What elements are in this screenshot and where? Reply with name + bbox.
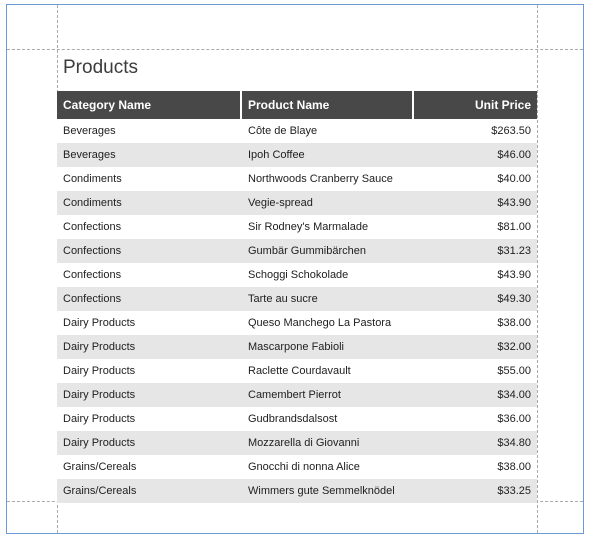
cell-category: Dairy Products (63, 413, 136, 425)
page-margin-guide-right (537, 5, 538, 533)
table-row: Confections Gumbär Gummibärchen $31.23 (57, 239, 537, 263)
cell-category: Condiments (63, 173, 122, 185)
cell-category: Condiments (63, 197, 122, 209)
cell-product: Sir Rodney's Marmalade (248, 221, 369, 233)
table-row: Dairy Products Mascarpone Fabioli $32.00 (57, 335, 537, 359)
cell-category: Confections (63, 221, 122, 233)
cell-price: $49.30 (497, 293, 531, 305)
table-row: Grains/Cereals Wimmers gute Semmelknödel $… (57, 479, 537, 503)
cell-price: $31.23 (497, 245, 531, 257)
cell-price: $38.00 (497, 461, 531, 473)
cell-product: Northwoods Cranberry Sauce (248, 173, 393, 185)
report-body: Products Category Name Product Name Unit… (57, 49, 537, 503)
cell-product: Schoggi Schokolade (248, 269, 349, 281)
table-row: Grains/Cereals Gnocchi di nonna Alice $38.… (57, 455, 537, 479)
table-row: Confections Schoggi Schokolade $43.90 (57, 263, 537, 287)
cell-price: $43.90 (497, 269, 531, 281)
cell-price: $263.50 (491, 125, 531, 137)
cell-price: $46.00 (497, 149, 531, 161)
table-row: Dairy Products Queso Manchego La Pastora $… (57, 311, 537, 335)
table-body: Beverages Côte de Blaye $263.50 Beverages Ip… (57, 119, 537, 503)
cell-price: $34.00 (497, 389, 531, 401)
cell-product: Côte de Blaye (248, 125, 318, 137)
cell-category: Confections (63, 293, 122, 305)
cell-price: $81.00 (497, 221, 531, 233)
cell-product: Gumbär Gummibärchen (248, 245, 366, 257)
table-row: Dairy Products Mozzarella di Giovanni $34.… (57, 431, 537, 455)
table-row: Beverages Côte de Blaye $263.50 (57, 119, 537, 143)
table-row: Dairy Products Raclette Courdavault $55.00 (57, 359, 537, 383)
cell-product: Wimmers gute Semmelknödel (248, 485, 395, 497)
column-header-price: Unit Price (412, 91, 537, 119)
table-row: Condiments Vegie-spread $43.90 (57, 191, 537, 215)
cell-price: $36.00 (497, 413, 531, 425)
cell-price: $34.80 (497, 437, 531, 449)
cell-product: Queso Manchego La Pastora (248, 317, 392, 329)
cell-category: Beverages (63, 125, 116, 137)
cell-price: $55.00 (497, 365, 531, 377)
cell-product: Raclette Courdavault (248, 365, 351, 377)
cell-category: Dairy Products (63, 437, 136, 449)
cell-category: Beverages (63, 149, 116, 161)
cell-category: Dairy Products (63, 389, 136, 401)
table-row: Confections Sir Rodney's Marmalade $81.00 (57, 215, 537, 239)
report-page: Products Category Name Product Name Unit… (6, 4, 584, 534)
cell-category: Dairy Products (63, 365, 136, 377)
cell-product: Gnocchi di nonna Alice (248, 461, 360, 473)
cell-price: $38.00 (497, 317, 531, 329)
table-row: Confections Tarte au sucre $49.30 (57, 287, 537, 311)
cell-category: Confections (63, 245, 122, 257)
column-header-category: Category Name (63, 98, 152, 112)
cell-product: Camembert Pierrot (248, 389, 341, 401)
cell-product: Mascarpone Fabioli (248, 341, 344, 353)
column-header-product: Product Name (240, 91, 412, 119)
table-row: Dairy Products Camembert Pierrot $34.00 (57, 383, 537, 407)
cell-price: $32.00 (497, 341, 531, 353)
cell-price: $43.90 (497, 197, 531, 209)
table-row: Condiments Northwoods Cranberry Sauce $40.… (57, 167, 537, 191)
cell-price: $33.25 (497, 485, 531, 497)
cell-product: Tarte au sucre (248, 293, 318, 305)
cell-category: Grains/Cereals (63, 485, 137, 497)
cell-product: Gudbrandsdalsost (248, 413, 338, 425)
table-header: Category Name Product Name Unit Price (57, 91, 537, 119)
cell-product: Ipoh Coffee (248, 149, 305, 161)
cell-product: Vegie-spread (248, 197, 313, 209)
cell-price: $40.00 (497, 173, 531, 185)
cell-category: Dairy Products (63, 317, 136, 329)
table-row: Beverages Ipoh Coffee $46.00 (57, 143, 537, 167)
cell-product: Mozzarella di Giovanni (248, 437, 360, 449)
table-row: Dairy Products Gudbrandsdalsost $36.00 (57, 407, 537, 431)
cell-category: Grains/Cereals (63, 461, 137, 473)
cell-category: Confections (63, 269, 122, 281)
report-title: Products (63, 57, 138, 78)
cell-category: Dairy Products (63, 341, 136, 353)
